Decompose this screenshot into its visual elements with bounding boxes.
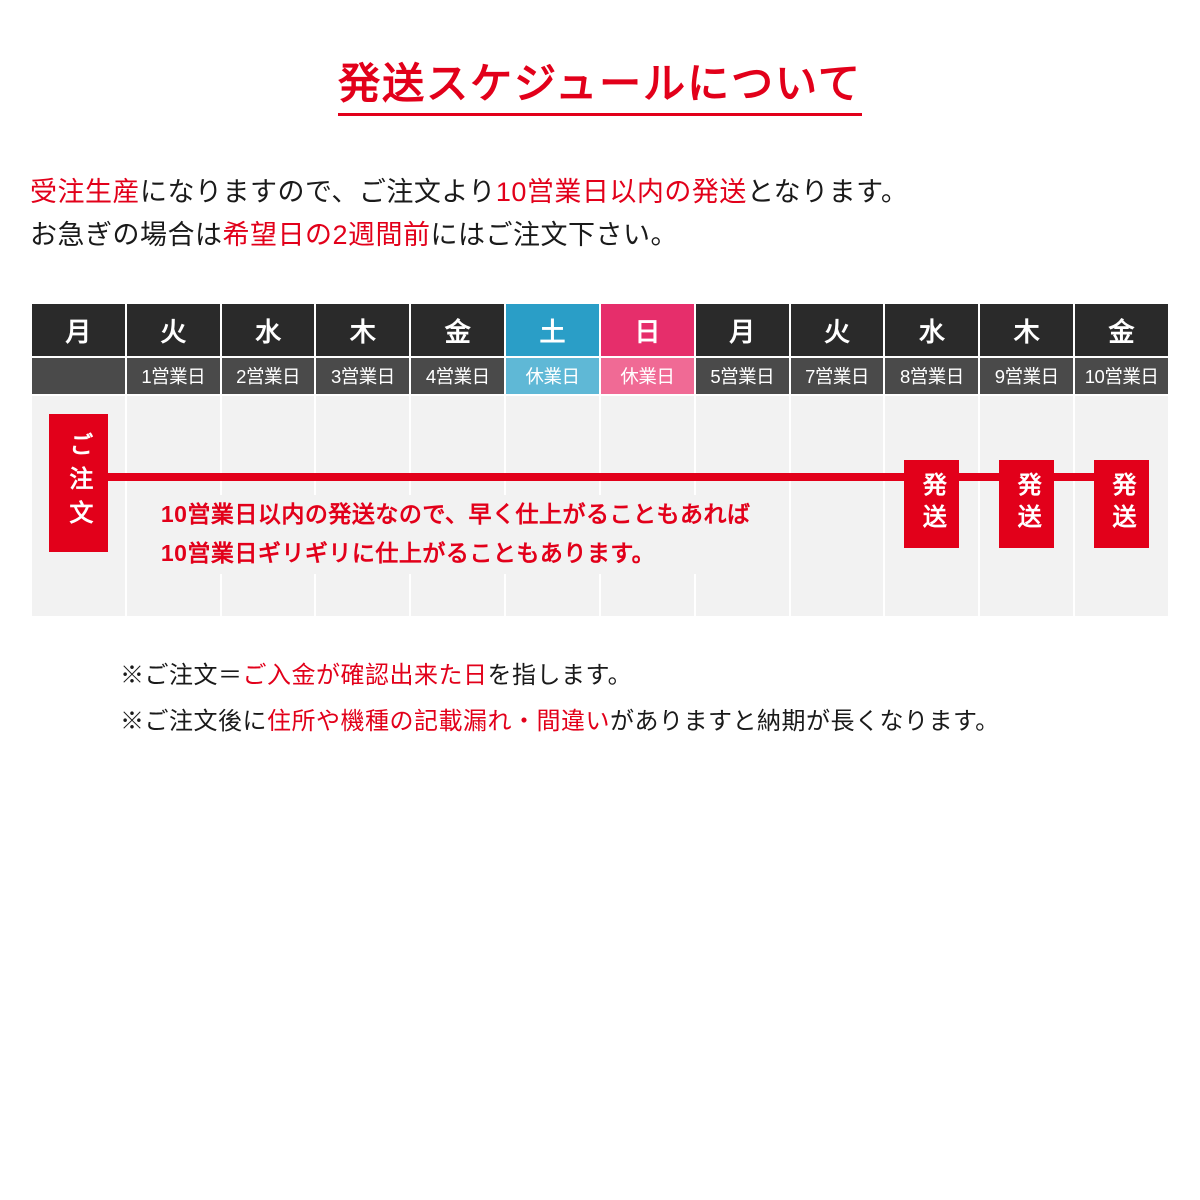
schedule-body-cell: 発送: [980, 396, 1073, 616]
day-header-cell: 木: [316, 304, 409, 356]
sub-header-cell: 1営業日: [127, 358, 220, 394]
footnote-1a: ※ご注文＝: [120, 662, 243, 689]
footnote-1c: を指します。: [488, 662, 633, 689]
day-header-cell: 月: [696, 304, 789, 356]
schedule-body-cell: ご注文: [32, 396, 125, 616]
sub-header-cell: 休業日: [506, 358, 599, 394]
footnotes: ※ご注文＝ご入金が確認出来た日を指します。 ※ご注文後に住所や機種の記載漏れ・間…: [30, 653, 1170, 744]
day-header-cell: 火: [791, 304, 884, 356]
intro-hl-1: 受注生産: [30, 177, 140, 207]
order-box: ご注文: [49, 414, 108, 552]
footnote-2a: ※ご注文後に: [120, 708, 267, 735]
sub-header-cell: 8営業日: [885, 358, 978, 394]
day-header-cell: 月: [32, 304, 125, 356]
day-header-cell: 金: [411, 304, 504, 356]
intro-text-1b: になりますので、ご注文より: [140, 177, 496, 207]
intro-text-2a: お急ぎの場合は: [30, 220, 223, 250]
sub-header-cell: 10営業日: [1075, 358, 1168, 394]
day-header-cell: 水: [885, 304, 978, 356]
sub-header-cell: [32, 358, 125, 394]
day-header-cell: 火: [127, 304, 220, 356]
sub-header-cell: 2営業日: [222, 358, 315, 394]
intro-text-1d: となります。: [747, 177, 909, 207]
timeline-note-line2: 10営業日ギリギリに仕上がることもあります。: [161, 540, 655, 566]
ship-box: 発送: [999, 460, 1054, 548]
footnote-hl-1: ご入金が確認出来た日: [243, 662, 488, 689]
ship-box: 発送: [904, 460, 959, 548]
sub-header-cell: 4営業日: [411, 358, 504, 394]
sub-header-cell: 9営業日: [980, 358, 1073, 394]
intro-hl-2: 10営業日以内の発送: [496, 177, 747, 207]
schedule-table-wrap: 月火水木金土日月火水木金 1営業日2営業日3営業日4営業日休業日休業日5営業日7…: [30, 302, 1170, 618]
sub-header-row: 1営業日2営業日3営業日4営業日休業日休業日5営業日7営業日8営業日9営業日10…: [32, 358, 1168, 394]
day-header-cell: 土: [506, 304, 599, 356]
intro-text-2c: にはご注文下さい。: [431, 220, 679, 250]
intro-hl-3: 希望日の2週間前: [223, 220, 431, 250]
schedule-body-cell: 発送: [1075, 396, 1168, 616]
sub-header-cell: 5営業日: [696, 358, 789, 394]
sub-header-cell: 7営業日: [791, 358, 884, 394]
day-header-row: 月火水木金土日月火水木金: [32, 304, 1168, 356]
day-header-cell: 日: [601, 304, 694, 356]
timeline-note-line1: 10営業日以内の発送なので、早く仕上がることもあれば: [161, 501, 751, 527]
sub-header-cell: 3営業日: [316, 358, 409, 394]
ship-box: 発送: [1094, 460, 1149, 548]
timeline-note: 10営業日以内の発送なので、早く仕上がることもあれば 10営業日ギリギリに仕上が…: [157, 495, 755, 573]
footnote-hl-2: 住所や機種の記載漏れ・間違い: [267, 708, 610, 735]
timeline-bar: [106, 473, 1122, 481]
day-header-cell: 金: [1075, 304, 1168, 356]
day-header-cell: 木: [980, 304, 1073, 356]
page-title-text: 発送スケジュールについて: [338, 60, 862, 116]
day-header-cell: 水: [222, 304, 315, 356]
intro-text: 受注生産になりますので、ご注文より10営業日以内の発送となります。 お急ぎの場合…: [30, 171, 1170, 257]
footnote-2c: がありますと納期が長くなります。: [610, 708, 1000, 735]
schedule-body-cell: [791, 396, 884, 616]
page-title: 発送スケジュールについて: [30, 50, 1170, 111]
sub-header-cell: 休業日: [601, 358, 694, 394]
schedule-body-cell: 発送: [885, 396, 978, 616]
